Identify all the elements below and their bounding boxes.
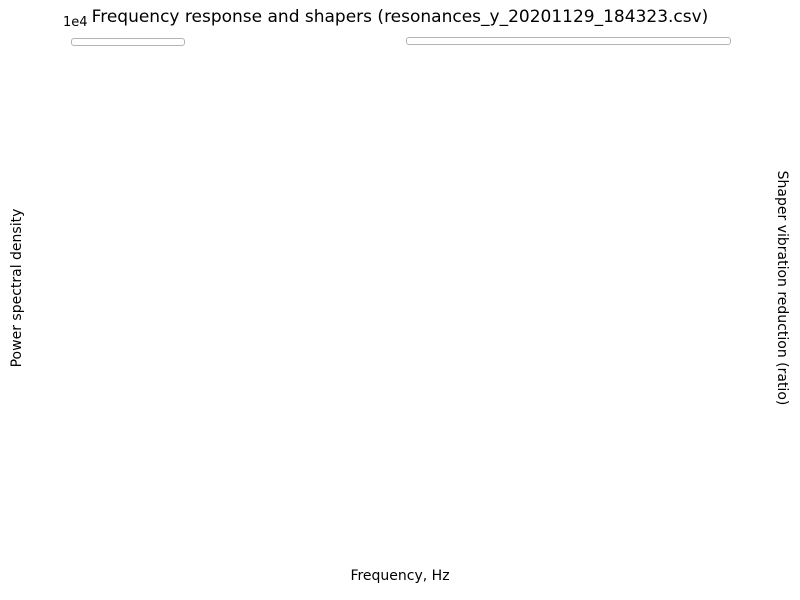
legend-shapers: [406, 37, 731, 45]
y-axis-label-left: Power spectral density: [9, 208, 25, 368]
y-axis-label-right: Shaper vibration reduction (ratio): [774, 170, 790, 406]
y-axis-offset-text: 1e4: [63, 15, 88, 30]
x-axis-label: Frequency, Hz: [350, 568, 450, 584]
chart-title: Frequency response and shapers (resonanc…: [91, 7, 709, 27]
legend-psd: [71, 38, 185, 46]
